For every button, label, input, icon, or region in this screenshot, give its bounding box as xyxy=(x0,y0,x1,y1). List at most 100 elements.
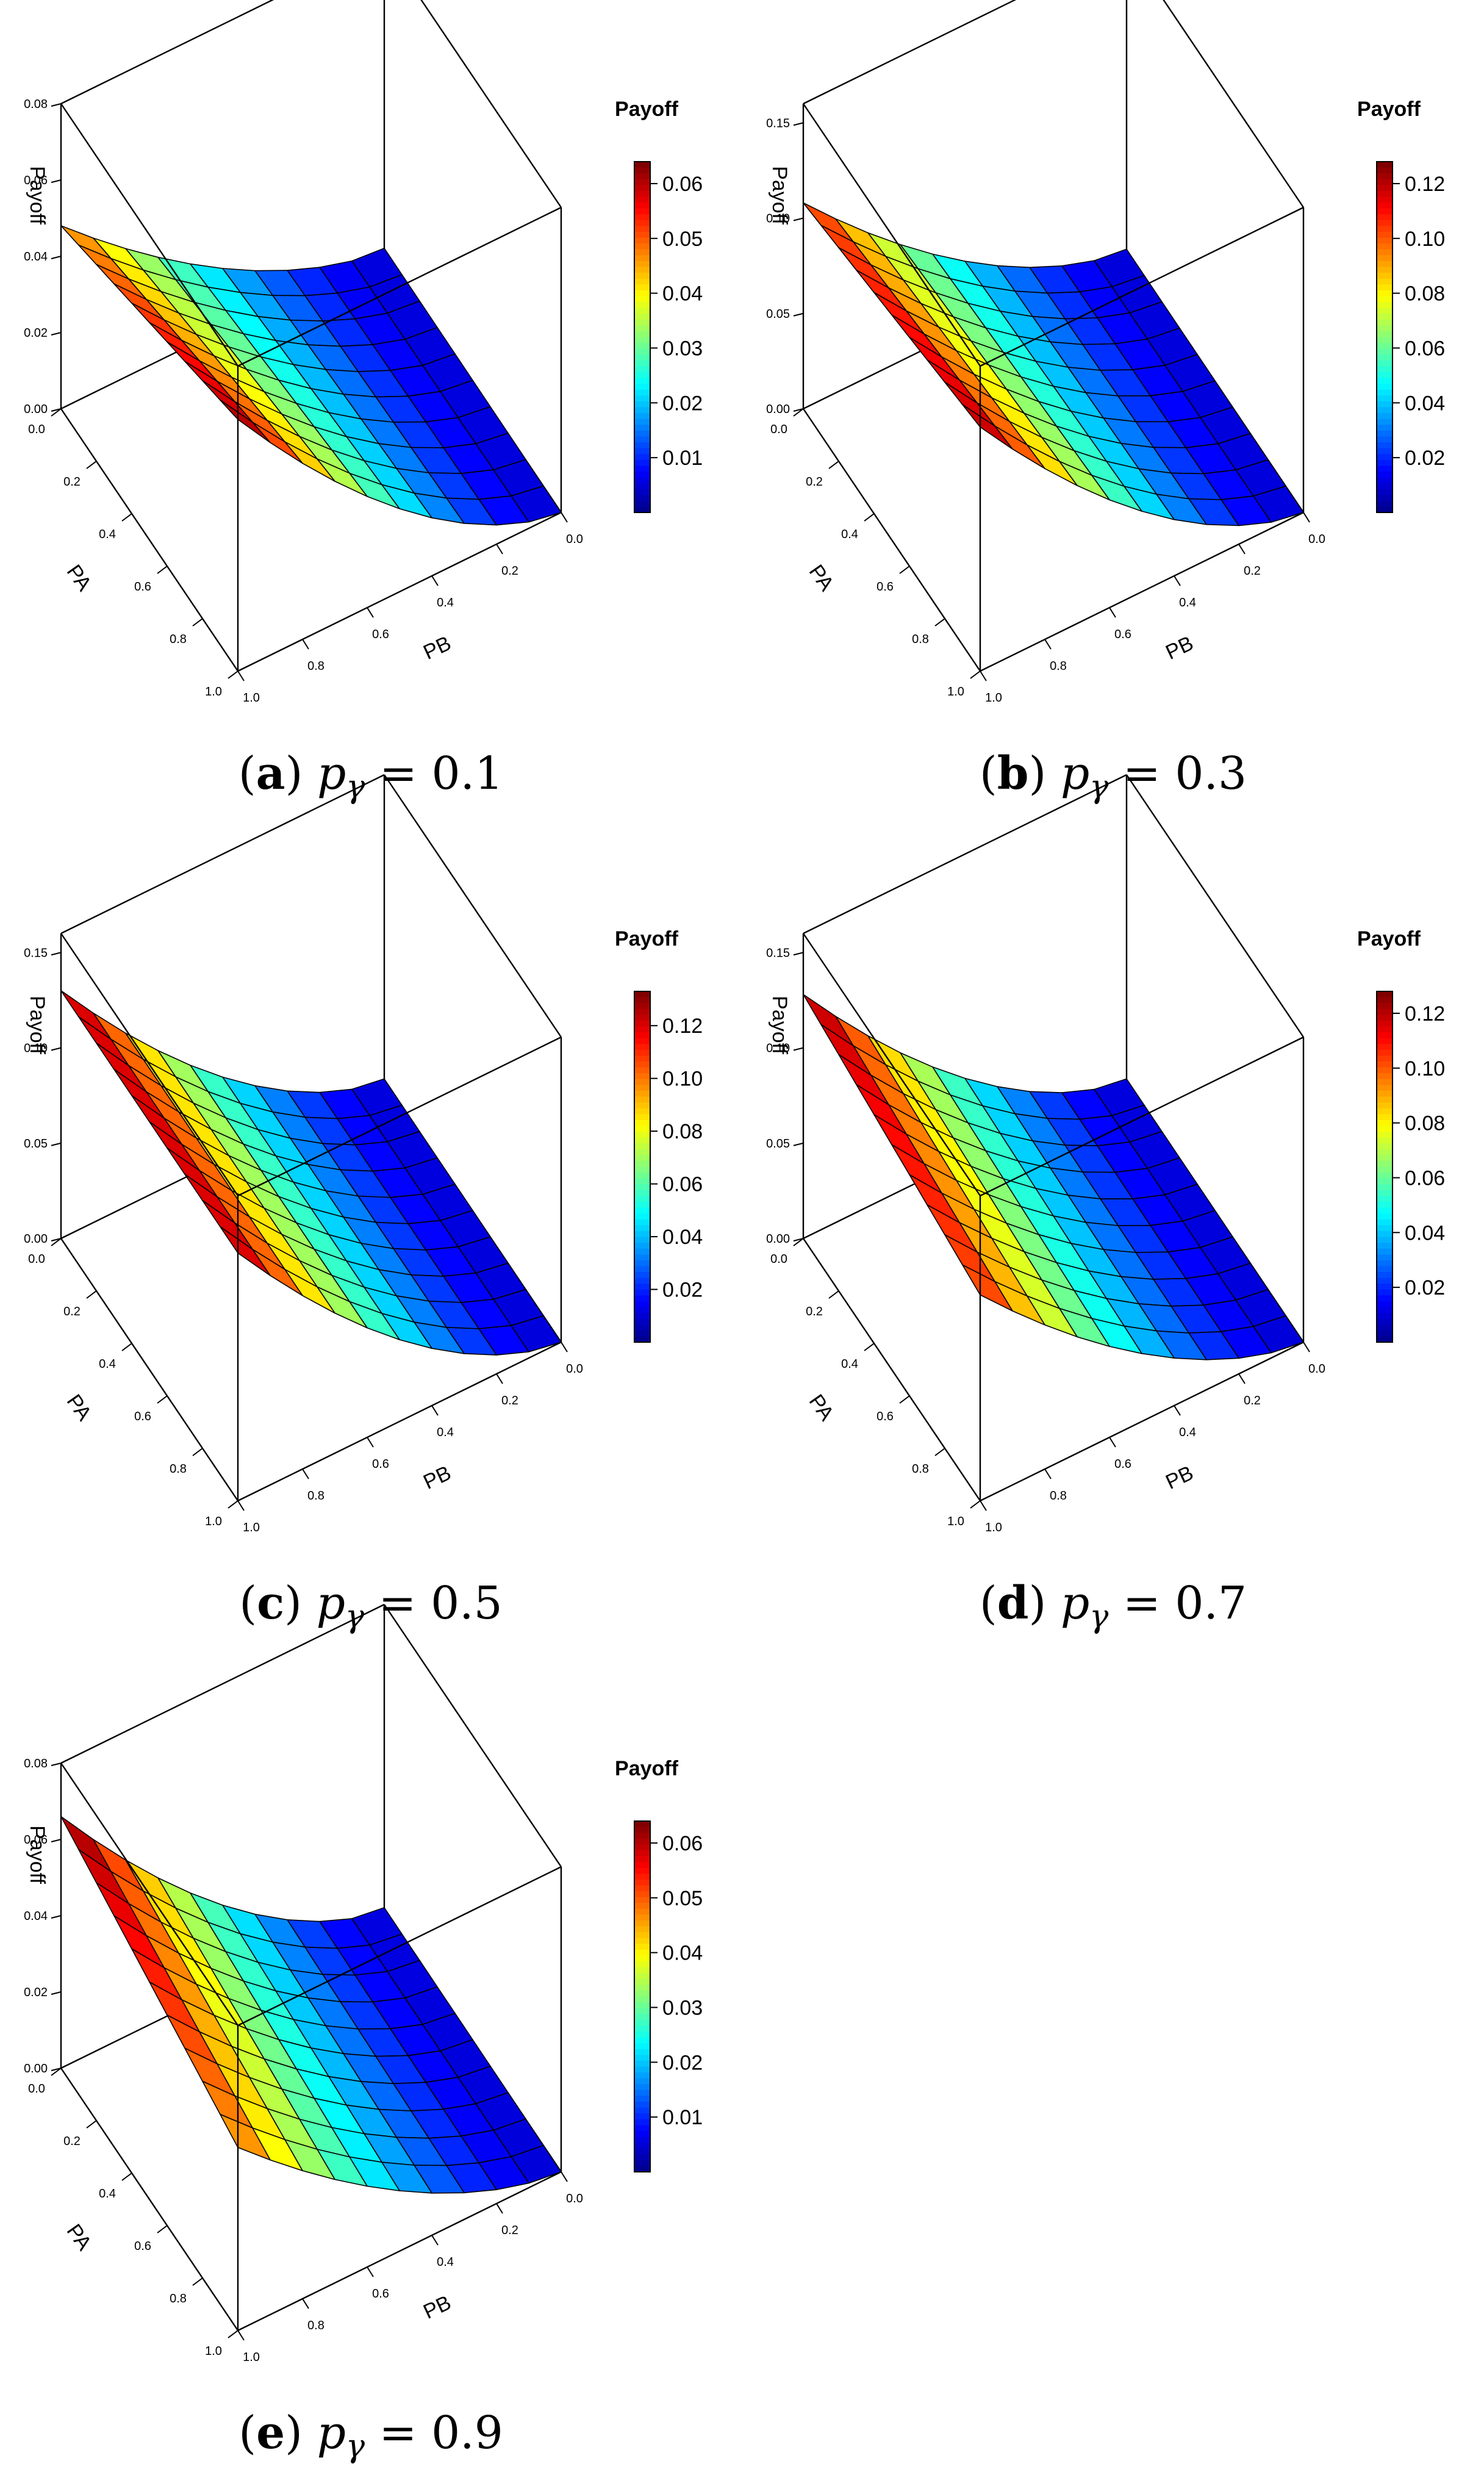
colorbar-band xyxy=(634,1090,650,1098)
colorbar-frame xyxy=(1376,161,1393,513)
pb-tick xyxy=(561,512,568,523)
pa-tick-label: 1.0 xyxy=(947,1515,964,1528)
colorbar: 0.02 0.04 0.06 0.08 0.10 0.12 Payoff xyxy=(1357,98,1445,513)
colorbar-band xyxy=(634,249,650,256)
colorbar-band xyxy=(1377,997,1393,1004)
payoff-tick xyxy=(51,179,62,183)
pb-tick-label: 0.0 xyxy=(1308,533,1325,546)
colorbar-band xyxy=(1377,337,1393,344)
colorbar-tick-label: 0.10 xyxy=(1405,228,1445,251)
colorbar-band xyxy=(1377,1126,1393,1132)
colorbar-band xyxy=(1377,325,1393,332)
payoff-tick xyxy=(51,1839,62,1842)
colorbar-band xyxy=(1377,1254,1393,1261)
box-front-edges xyxy=(802,774,1305,1502)
colorbar-title: Payoff xyxy=(1357,927,1421,950)
surface-plot: 0.0 0.2 0.4 0.6 0.8 1.0 PA 0.0 0.2 0.4 0.6 0.8 1.0 PB… xyxy=(766,0,1445,705)
colorbar-band xyxy=(634,162,650,168)
colorbar-band xyxy=(1377,261,1393,268)
colorbar-tick-label: 0.12 xyxy=(662,1015,703,1038)
colorbar-band xyxy=(634,2154,650,2161)
colorbar-band xyxy=(1377,208,1393,215)
pb-axis-label: PB xyxy=(420,1461,454,1494)
caption-equals: = xyxy=(1108,747,1175,800)
pb-tick xyxy=(561,1342,568,1353)
box-edge xyxy=(980,206,1304,367)
colorbar-band xyxy=(1377,430,1393,437)
payoff-tick xyxy=(793,217,804,221)
box-edge xyxy=(60,933,238,1196)
caption-value: 0.5 xyxy=(431,1577,503,1630)
pb-tick-label: 0.6 xyxy=(1114,628,1131,641)
colorbar-band xyxy=(634,483,650,490)
colorbar-band xyxy=(634,1330,650,1337)
colorbar-band xyxy=(634,436,650,443)
pa-axis-label: PA xyxy=(62,1390,96,1425)
pb-tick-label: 0.6 xyxy=(372,628,389,641)
colorbar-frame xyxy=(634,991,651,1343)
payoff-tick xyxy=(793,1142,804,1146)
colorbar-band xyxy=(634,1885,650,1892)
box-edge xyxy=(60,103,238,367)
colorbar-band xyxy=(1377,1313,1393,1320)
colorbar-band xyxy=(634,267,650,274)
colorbar-band xyxy=(634,1126,650,1132)
payoff-tick xyxy=(793,408,804,412)
box-front-edges xyxy=(802,0,1305,672)
colorbar-band xyxy=(634,255,650,262)
pa-tick-label: 1.0 xyxy=(205,1515,222,1528)
colorbar-band xyxy=(1377,162,1393,168)
colorbar-band xyxy=(634,1967,650,1974)
pa-tick xyxy=(121,513,132,522)
pa-tick-label: 0.4 xyxy=(99,2187,116,2201)
colorbar-band xyxy=(634,1102,650,1109)
pa-tick xyxy=(51,408,62,417)
pb-tick-label: 0.2 xyxy=(1244,1394,1261,1407)
colorbar-band xyxy=(634,1891,650,1898)
colorbar-band xyxy=(634,2019,650,2027)
pa-tick xyxy=(934,1448,945,1456)
pa-tick xyxy=(86,2120,97,2129)
colorbar-band xyxy=(634,2136,650,2144)
colorbar-band xyxy=(1377,366,1393,373)
colorbar-band xyxy=(634,1307,650,1314)
colorbar-band xyxy=(634,1038,650,1045)
pb-tick-label: 1.0 xyxy=(243,2351,260,2364)
colorbar-band xyxy=(634,1143,650,1150)
colorbar-band xyxy=(634,1990,650,1997)
pb-tick-label: 0.8 xyxy=(307,2319,324,2332)
colorbar-band xyxy=(634,448,650,455)
payoff-tick xyxy=(793,1047,804,1051)
pb-tick-label: 0.8 xyxy=(307,1489,324,1503)
colorbar-band xyxy=(1377,991,1393,998)
pb-tick-label: 1.0 xyxy=(243,691,260,705)
colorbar-band xyxy=(1377,1307,1393,1314)
pa-tick xyxy=(864,513,875,522)
colorbar-band xyxy=(1377,243,1393,250)
caption-equals: = xyxy=(364,1577,431,1630)
caption-value: 0.3 xyxy=(1175,747,1247,800)
colorbar-band xyxy=(634,2060,650,2068)
pb-tick-label: 0.2 xyxy=(501,1394,518,1407)
colorbar-tick-label: 0.05 xyxy=(662,228,703,251)
pa-tick xyxy=(793,1238,804,1246)
colorbar-band xyxy=(1377,407,1393,414)
colorbar-band xyxy=(1377,1155,1393,1162)
pb-tick-label: 0.8 xyxy=(1050,659,1067,673)
pa-tick xyxy=(86,1290,97,1299)
pb-tick xyxy=(980,1500,987,1511)
pb-tick-label: 0.0 xyxy=(566,533,583,546)
colorbar-band xyxy=(634,2096,650,2102)
pb-tick-label: 0.6 xyxy=(372,1457,389,1471)
caption-variable: p xyxy=(1060,747,1090,800)
colorbar-band xyxy=(1377,1202,1393,1209)
payoff-tick-label: 0.06 xyxy=(24,1833,48,1847)
pb-tick xyxy=(1238,1373,1246,1384)
pb-axis-label: PB xyxy=(1162,1461,1197,1494)
colorbar-band xyxy=(1377,442,1393,449)
pa-tick-label: 0.4 xyxy=(841,1357,858,1371)
surface xyxy=(60,225,562,526)
pb-tick-label: 0.0 xyxy=(566,2192,583,2205)
colorbar-band xyxy=(634,1949,650,1957)
colorbar-band xyxy=(1377,196,1393,204)
